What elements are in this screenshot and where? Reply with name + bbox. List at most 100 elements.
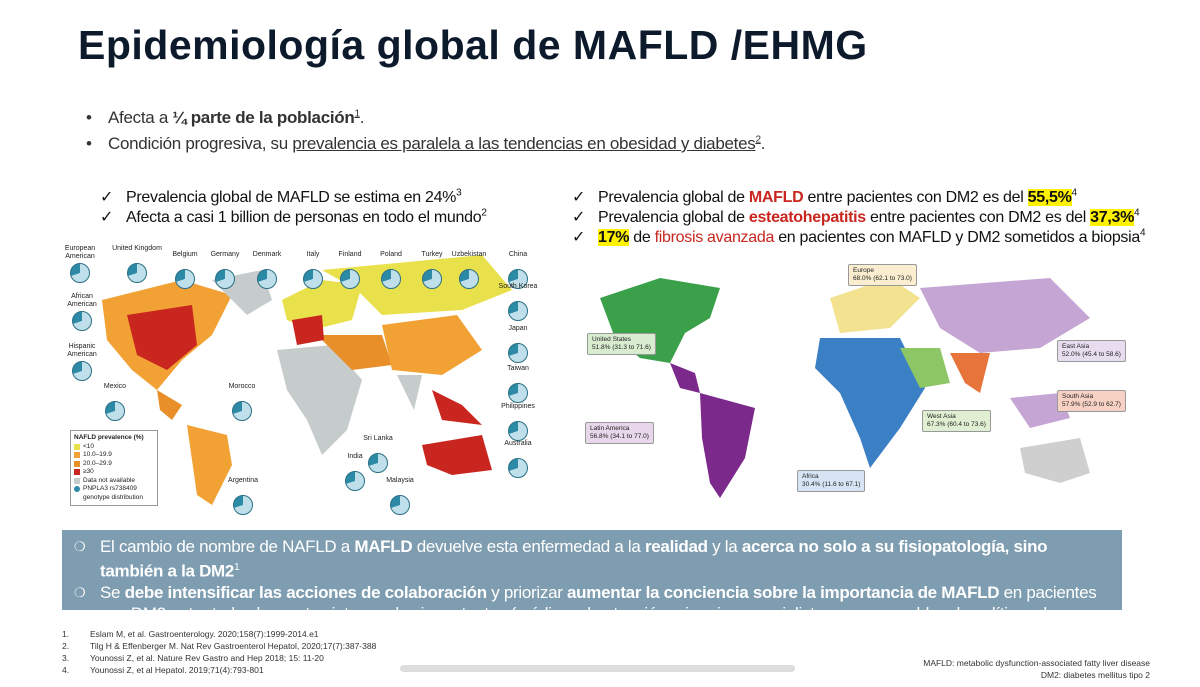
reference: 1. Eslam M, et al. Gastroenterology. 2020… (62, 629, 319, 639)
genotype-pie (303, 269, 323, 289)
map-label: Finland (338, 251, 362, 258)
map-label: Turkey (421, 251, 443, 258)
map-label: Uzbekistan (451, 251, 487, 258)
legend-label: Data not available (83, 476, 136, 484)
region-value: 57.9% (52.9 to 62.7) (1062, 401, 1121, 408)
genotype-pie (175, 269, 195, 289)
legend-label: 10.0–19.9 (83, 451, 112, 458)
map-label: Japan (508, 325, 528, 332)
legend-label: PNPLA3 rs738409 genotype distribution (83, 485, 143, 501)
region-value: 30.4% (11.6 to 67.1) (802, 481, 861, 488)
genotype-pie (105, 401, 125, 421)
map-label: European American (64, 245, 96, 260)
legend-label: ≥30 (83, 468, 94, 475)
genotype-pie (70, 263, 90, 283)
legend-item: ≥30 (74, 468, 154, 477)
reference-text: Eslam M, et al. Gastroenterology. 2020;1… (90, 629, 319, 639)
map-label: Mexico (103, 383, 127, 390)
check-item: 17% de fibrosis avanzada en pacientes co… (572, 227, 1146, 247)
box-item: El cambio de nombre de NAFLD a MAFLD dev… (72, 536, 1112, 582)
map-label: Hispanic American (67, 343, 97, 358)
map-label: South Korea (498, 283, 538, 290)
map-label: Argentina (228, 477, 258, 484)
reference-number: 3. (62, 653, 70, 663)
legend-item: 10.0–19.9 (74, 451, 154, 460)
legend-swatch (74, 486, 80, 492)
legend-label: 20.0–29.9 (83, 459, 112, 467)
genotype-pie (508, 458, 528, 478)
footnote: DM2: diabetes mellitus tipo 2 (1040, 670, 1150, 680)
genotype-pie (508, 343, 528, 363)
region-value: 68.0% (62.1 to 73.0) (853, 275, 912, 282)
map-label: United Kingdom (112, 245, 162, 252)
legend-title: NAFLD prevalence (%) (74, 434, 144, 441)
genotype-pie (368, 453, 388, 473)
region-name: United States (592, 336, 632, 343)
genotype-pie (508, 383, 528, 403)
map-label: Germany (210, 251, 240, 258)
reference-number: 4. (62, 665, 70, 675)
reference-text: Younossi Z, et al Hepatol. 2019;71(4):79… (90, 665, 264, 675)
genotype-pie (508, 269, 528, 289)
genotype-pie (390, 495, 410, 515)
box-item: Se debe intensificar las acciones de col… (72, 582, 1112, 649)
legend-swatch (74, 452, 80, 458)
genotype-pie (381, 269, 401, 289)
legend: NAFLD prevalence (%) <10 10.0–19.9 20.0–29.… (70, 430, 158, 506)
reference-text: Younossi Z, et al. Nature Rev Gastro and… (90, 653, 324, 663)
genotype-pie (257, 269, 277, 289)
map-label: Poland (380, 251, 402, 258)
reference-number: 2. (62, 641, 70, 651)
legend-swatch (74, 443, 80, 450)
reference: 4. Younossi Z, et al Hepatol. 2019;71(4):… (62, 665, 264, 675)
region-value: 52.0% (45.4 to 58.6) (1062, 351, 1121, 358)
genotype-pie (215, 269, 235, 289)
map-label: Philippines (501, 403, 535, 410)
region-value: 56.8% (34.1 to 77.0) (590, 433, 649, 440)
region-callout: Latin America 56.8% (34.1 to 77.0) (585, 422, 654, 444)
bullet: Afecta a ¼ parte de la población1. (86, 108, 364, 128)
reference-number: 1. (62, 629, 70, 639)
region-value: 67.3% (60.4 to 73.6) (927, 421, 986, 428)
genotype-pie (72, 311, 92, 331)
reference-text: Tilg H & Effenberger M. Nat Rev Gastroen… (90, 641, 377, 651)
map-label: Taiwan (507, 365, 529, 372)
map-label: China (508, 251, 528, 258)
check-item: Afecta a casi 1 billion de personas en t… (100, 207, 487, 227)
right-checks: Prevalencia global de MAFLD entre pacien… (572, 187, 1146, 247)
region-name: East Asia (1062, 343, 1090, 350)
region-name: Africa (802, 473, 819, 480)
legend-swatch (74, 469, 80, 475)
region-name: Latin America (590, 425, 630, 432)
legend-label: <10 (83, 442, 95, 450)
check-item: Prevalencia global de esteatohepatitis e… (572, 207, 1145, 227)
region-callout: Africa 30.4% (11.6 to 67.1) (797, 470, 866, 492)
region-name: South Asia (1062, 393, 1094, 400)
legend-item: PNPLA3 rs738409 genotype distribution (74, 485, 154, 502)
highlight-box: El cambio de nombre de NAFLD a MAFLD dev… (62, 530, 1122, 647)
check-item: Prevalencia global de MAFLD entre pacien… (572, 187, 1145, 207)
map-label: India (347, 453, 363, 460)
legend-swatch (74, 477, 80, 484)
right-map: Europe 68.0% (62.1 to 73.0) United States 5… (570, 258, 1150, 513)
region-value: 51.8% (31.3 to 71.6) (592, 344, 651, 351)
map-label: Australia (504, 440, 532, 447)
genotype-pie (127, 263, 147, 283)
legend-swatch (74, 460, 80, 467)
map-label: Italy (306, 251, 320, 258)
legend-item: Data not available (74, 477, 154, 486)
scrollbar[interactable] (400, 665, 795, 672)
genotype-pie (233, 495, 253, 515)
left-map: European American United Kingdom Belgium Ge… (62, 240, 542, 515)
map-label: Malaysia (386, 477, 414, 484)
map-label: African American (67, 293, 97, 308)
check-item: Prevalencia global de MAFLD se estima en… (100, 187, 487, 207)
bullet: Condición progresiva, su prevalencia es … (86, 134, 765, 154)
genotype-pie (459, 269, 479, 289)
left-checks: Prevalencia global de MAFLD se estima en… (100, 187, 487, 227)
region-callout: Europe 68.0% (62.1 to 73.0) (848, 264, 917, 286)
genotype-pie (508, 301, 528, 321)
genotype-pie (232, 401, 252, 421)
genotype-pie (345, 471, 365, 491)
